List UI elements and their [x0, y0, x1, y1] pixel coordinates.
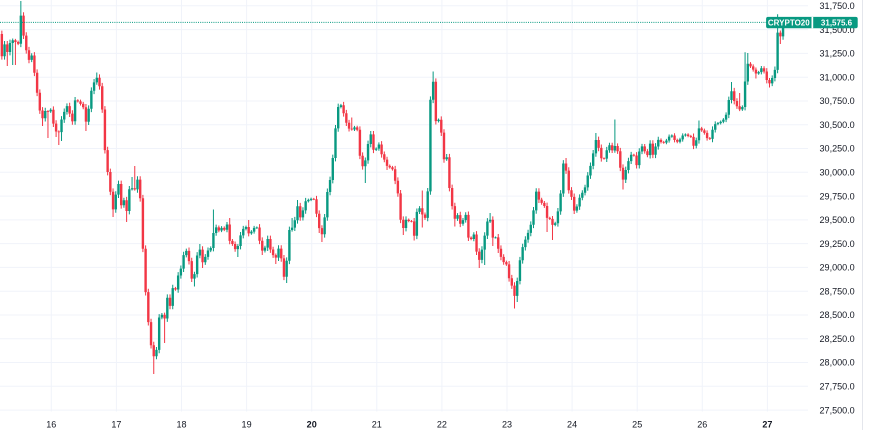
svg-text:30,750.0: 30,750.0 [820, 96, 855, 106]
svg-text:22: 22 [437, 420, 447, 430]
svg-text:29,750.0: 29,750.0 [820, 191, 855, 201]
svg-text:28,250.0: 28,250.0 [820, 334, 855, 344]
svg-text:28,750.0: 28,750.0 [820, 286, 855, 296]
svg-text:17: 17 [111, 420, 121, 430]
svg-text:29,000.0: 29,000.0 [820, 263, 855, 273]
svg-text:23: 23 [502, 420, 512, 430]
svg-text:24: 24 [567, 420, 577, 430]
svg-text:18: 18 [176, 420, 186, 430]
svg-text:19: 19 [242, 420, 252, 430]
svg-text:28,500.0: 28,500.0 [820, 310, 855, 320]
svg-text:27,500.0: 27,500.0 [820, 405, 855, 415]
svg-text:29,500.0: 29,500.0 [820, 215, 855, 225]
svg-text:31,575.6: 31,575.6 [821, 19, 853, 28]
svg-text:16: 16 [46, 420, 56, 430]
svg-text:25: 25 [632, 420, 642, 430]
svg-text:31,750.0: 31,750.0 [820, 1, 855, 11]
svg-text:21: 21 [372, 420, 382, 430]
svg-text:28,000.0: 28,000.0 [820, 358, 855, 368]
svg-text:27,750.0: 27,750.0 [820, 382, 855, 392]
svg-text:27: 27 [762, 420, 772, 430]
svg-text:20: 20 [307, 420, 317, 430]
svg-text:31,500.0: 31,500.0 [820, 25, 855, 35]
svg-text:26: 26 [697, 420, 707, 430]
svg-text:31,000.0: 31,000.0 [820, 72, 855, 82]
svg-text:30,500.0: 30,500.0 [820, 120, 855, 130]
svg-text:30,000.0: 30,000.0 [820, 168, 855, 178]
svg-text:CRYPTO20: CRYPTO20 [768, 19, 810, 28]
svg-text:29,250.0: 29,250.0 [820, 239, 855, 249]
svg-text:31,250.0: 31,250.0 [820, 49, 855, 59]
svg-text:30,250.0: 30,250.0 [820, 144, 855, 154]
